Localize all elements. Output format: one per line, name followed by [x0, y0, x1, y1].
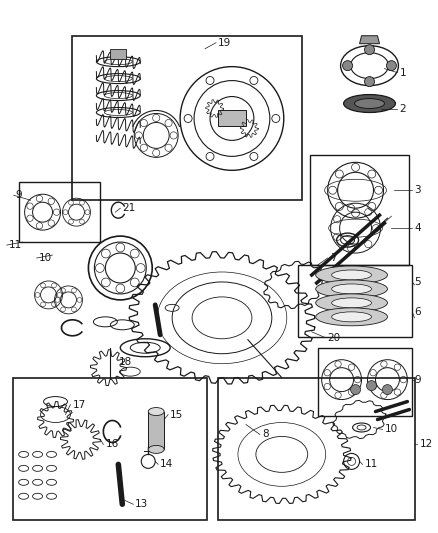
Ellipse shape	[332, 270, 371, 280]
Text: 7: 7	[330, 253, 336, 263]
Text: 16: 16	[106, 439, 119, 449]
Text: 4: 4	[414, 223, 421, 233]
Circle shape	[250, 77, 258, 84]
Text: 20: 20	[328, 333, 341, 343]
Bar	[218, 110, 246, 126]
Circle shape	[206, 77, 214, 84]
Bar	[148, 411, 164, 449]
Circle shape	[343, 61, 353, 71]
Bar	[310, 155, 410, 265]
Ellipse shape	[332, 284, 371, 294]
Text: 11: 11	[364, 459, 378, 470]
Text: 17: 17	[72, 400, 86, 409]
Text: 1: 1	[399, 68, 406, 78]
Ellipse shape	[316, 280, 388, 298]
Text: 12: 12	[419, 439, 433, 449]
Circle shape	[382, 385, 392, 394]
Circle shape	[386, 61, 396, 71]
Text: 14: 14	[160, 459, 173, 470]
Text: 11: 11	[9, 240, 22, 250]
Bar	[72, 36, 302, 200]
Ellipse shape	[316, 266, 388, 284]
Ellipse shape	[343, 94, 396, 112]
Bar	[19, 182, 100, 242]
Circle shape	[367, 381, 377, 391]
Ellipse shape	[148, 408, 164, 416]
Text: 10: 10	[39, 253, 52, 263]
Text: 10: 10	[385, 424, 398, 434]
Text: 19: 19	[218, 38, 231, 48]
Ellipse shape	[332, 312, 371, 322]
Ellipse shape	[316, 294, 388, 312]
Bar	[13, 378, 207, 520]
Bar	[298, 265, 413, 337]
Text: 3: 3	[414, 185, 421, 195]
Circle shape	[206, 152, 214, 160]
Bar	[318, 348, 413, 416]
Circle shape	[272, 115, 280, 123]
Circle shape	[250, 152, 258, 160]
Ellipse shape	[355, 99, 385, 109]
Text: 8: 8	[262, 430, 268, 440]
Text: 9: 9	[414, 375, 421, 385]
Text: 18: 18	[118, 357, 131, 367]
Text: 5: 5	[414, 277, 421, 287]
Ellipse shape	[148, 446, 164, 454]
Text: 6: 6	[414, 307, 421, 317]
Circle shape	[364, 77, 374, 86]
Circle shape	[350, 385, 360, 394]
Circle shape	[364, 45, 374, 55]
Bar	[218, 378, 415, 520]
Bar	[110, 49, 126, 59]
Text: 2: 2	[399, 103, 406, 114]
Text: 21: 21	[122, 203, 135, 213]
Text: 9: 9	[16, 190, 22, 200]
Circle shape	[184, 115, 192, 123]
Ellipse shape	[332, 298, 371, 308]
Ellipse shape	[316, 308, 388, 326]
Text: 15: 15	[170, 409, 184, 419]
Polygon shape	[360, 36, 379, 44]
Text: 13: 13	[135, 499, 148, 509]
